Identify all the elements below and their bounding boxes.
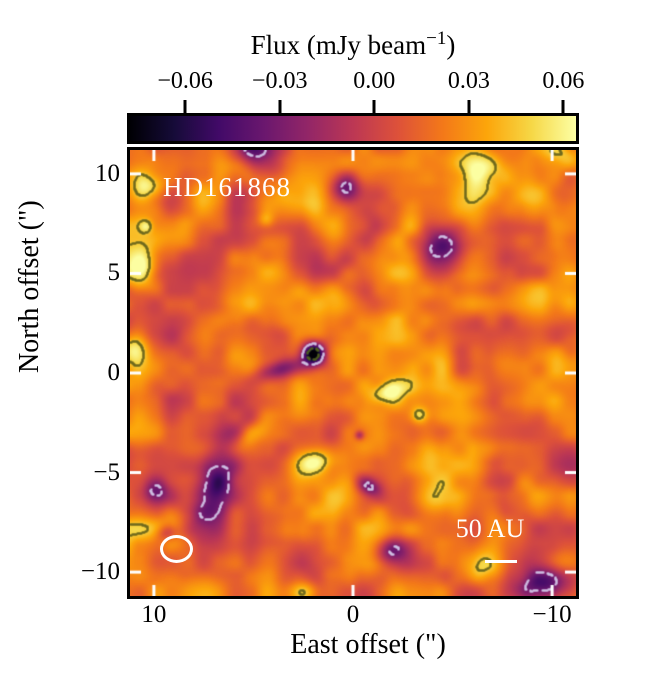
scalebar-label: 50 AU bbox=[455, 514, 525, 543]
colorbar-tick-mark bbox=[467, 100, 471, 113]
source-name-label: HD161868 bbox=[163, 172, 291, 202]
heatmap-canvas bbox=[130, 150, 576, 596]
x-tick-label: 0 bbox=[346, 601, 360, 628]
y-tick-label: 10 bbox=[95, 159, 120, 187]
y-tick-label: −10 bbox=[80, 558, 120, 586]
colorbar-title-superscript: −1 bbox=[426, 28, 447, 49]
colorbar-tick-mark bbox=[561, 100, 565, 113]
colorbar-title-text: Flux (mJy beam bbox=[250, 30, 427, 60]
colorbar-tick-label: −0.06 bbox=[157, 68, 213, 94]
map-frame: HD161868 50 AU bbox=[127, 147, 579, 599]
colorbar-title-close: ) bbox=[446, 30, 456, 60]
colorbar-tick-mark bbox=[278, 100, 282, 113]
x-tick-label: 10 bbox=[141, 601, 167, 628]
colorbar-gradient bbox=[127, 113, 579, 144]
colorbar-tick-label: −0.03 bbox=[251, 68, 308, 94]
y-tick-label: 0 bbox=[107, 359, 121, 386]
colorbar-tick-label: 0.06 bbox=[542, 68, 585, 94]
y-tick-label: 5 bbox=[107, 259, 121, 287]
beam-ellipse bbox=[160, 535, 193, 563]
colorbar-tick-label: 0.00 bbox=[353, 68, 396, 94]
x-axis-title: East offset (") bbox=[290, 629, 446, 660]
scalebar-line bbox=[485, 560, 517, 563]
colorbar-tick-mark bbox=[372, 100, 376, 113]
y-tick-label: −5 bbox=[93, 458, 120, 486]
colorbar-tick-mark bbox=[183, 100, 187, 113]
colorbar-title: Flux (mJy beam−1) bbox=[250, 28, 456, 61]
colorbar-tick-label: 0.03 bbox=[447, 68, 490, 94]
x-tick-label: −10 bbox=[532, 601, 572, 628]
